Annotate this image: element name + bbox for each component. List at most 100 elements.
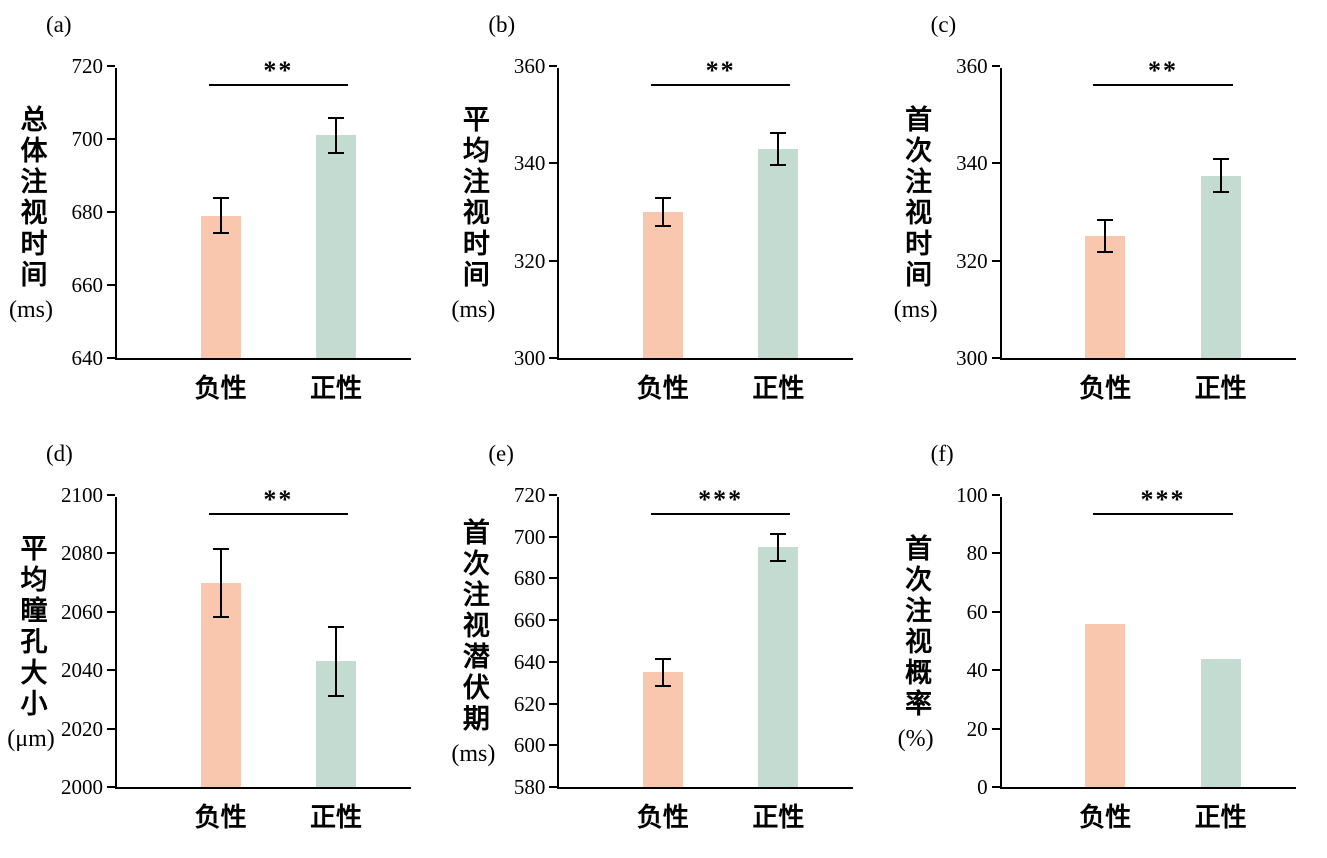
y-tick-label: 320 bbox=[956, 248, 988, 273]
y-tick-label: 2040 bbox=[61, 658, 103, 683]
y-tick-mark bbox=[549, 619, 558, 622]
significance-marker: ** bbox=[263, 485, 294, 514]
y-axis-label-text: 首次注视潜伏期 bbox=[458, 518, 489, 735]
error-bar-line bbox=[661, 197, 664, 227]
error-bar-cap-top bbox=[770, 532, 787, 535]
error-bar-negative bbox=[1097, 219, 1114, 254]
error-bar-line bbox=[335, 117, 338, 154]
y-tick-mark bbox=[991, 786, 1000, 788]
error-bar-line bbox=[777, 131, 780, 166]
y-tick-mark bbox=[549, 535, 558, 538]
category-label-positive: 正性 bbox=[310, 802, 363, 832]
bar-positive bbox=[758, 547, 799, 787]
significance-line bbox=[1093, 84, 1233, 86]
y-axis-label: 首次注视概率 (%) bbox=[887, 497, 945, 789]
panel-label: (d) bbox=[46, 441, 73, 466]
y-tick-mark bbox=[549, 786, 558, 788]
y-tick-label: 2060 bbox=[61, 599, 103, 624]
y-tick-mark bbox=[107, 786, 115, 788]
error-bar-cap-bottom bbox=[1212, 190, 1229, 193]
chart-panel-d: (d) 平均瞳孔大小 (μm) 2000 2020 2040 2060 2080 2100 负性 正… bbox=[0, 429, 442, 858]
y-tick-mark bbox=[991, 494, 1000, 496]
y-tick-label: 300 bbox=[956, 346, 988, 370]
y-tick-mark bbox=[107, 284, 115, 286]
y-tick-label: 680 bbox=[513, 566, 546, 591]
y-axis-label: 平均注视时间 (ms) bbox=[444, 68, 502, 360]
y-tick-label: 720 bbox=[71, 54, 104, 78]
y-tick-mark bbox=[107, 610, 115, 613]
panel-label: (a) bbox=[46, 12, 72, 37]
bar-negative bbox=[642, 212, 683, 358]
bar-positive bbox=[758, 148, 799, 358]
plot-area: 300 320 340 360 负性 正性 ** bbox=[514, 55, 854, 403]
y-tick-mark bbox=[991, 727, 1000, 730]
y-tick-label: 60 bbox=[966, 599, 988, 624]
y-tick-label: 2080 bbox=[61, 541, 103, 566]
error-bar-positive bbox=[328, 117, 345, 154]
chart-panel-b: (b) 平均注视时间 (ms) 300 320 340 360 负性 正性 ** bbox=[442, 0, 884, 429]
y-tick-label: 660 bbox=[71, 273, 104, 297]
error-bar-line bbox=[661, 657, 664, 687]
bar-negative bbox=[642, 672, 683, 787]
y-axis-unit: (%) bbox=[897, 725, 934, 752]
error-bar-cap-bottom bbox=[1097, 251, 1114, 254]
y-tick-label: 340 bbox=[513, 151, 546, 176]
bar-negative bbox=[200, 215, 241, 358]
y-tick-label: 580 bbox=[513, 775, 546, 799]
error-bar-positive bbox=[328, 626, 345, 697]
chart-panel-a: (a) 总体注视时间 (ms) 640 660 680 700 720 负性 正性 ** bbox=[0, 0, 442, 429]
y-axis-label: 总体注视时间 (ms) bbox=[2, 68, 60, 360]
y-tick-mark bbox=[991, 669, 1000, 672]
y-tick-mark bbox=[991, 357, 1000, 359]
y-tick-mark bbox=[549, 357, 558, 359]
y-axis-unit: (ms) bbox=[451, 741, 496, 767]
y-tick-label: 640 bbox=[71, 346, 104, 370]
y-tick-mark bbox=[107, 552, 115, 555]
bar-negative bbox=[1085, 623, 1126, 787]
bar-negative bbox=[1085, 236, 1126, 358]
category-label-positive: 正性 bbox=[1194, 802, 1247, 832]
y-axis-label-text: 首次注视概率 bbox=[901, 533, 932, 720]
error-bar-negative bbox=[212, 197, 229, 234]
error-bar-line bbox=[219, 197, 222, 234]
chart-panel-c: (c) 首次注视时间 (ms) 300 320 340 360 负性 正性 ** bbox=[885, 0, 1327, 429]
y-tick-mark bbox=[549, 162, 558, 165]
chart-panel-f: (f) 首次注视概率 (%) 0 20 40 60 80 100 负性 正性 *** bbox=[885, 429, 1327, 858]
y-tick-mark bbox=[107, 669, 115, 672]
y-axis-label: 首次注视潜伏期 (ms) bbox=[444, 497, 502, 789]
y-tick-label: 2100 bbox=[61, 483, 103, 507]
significance-marker: ** bbox=[705, 56, 736, 85]
y-axis-label: 平均瞳孔大小 (μm) bbox=[2, 497, 60, 789]
y-tick-label: 600 bbox=[513, 733, 546, 758]
significance-line bbox=[1093, 513, 1233, 515]
error-bar-negative bbox=[212, 547, 229, 618]
y-tick-mark bbox=[549, 702, 558, 705]
error-bar-cap-bottom bbox=[328, 151, 345, 154]
error-bar-cap-bottom bbox=[212, 615, 229, 618]
category-label-positive: 正性 bbox=[310, 373, 363, 403]
significance-marker: ** bbox=[1147, 56, 1178, 85]
y-tick-mark bbox=[991, 610, 1000, 613]
bar-positive bbox=[1200, 175, 1241, 358]
y-axis-label: 首次注视时间 (ms) bbox=[887, 68, 945, 360]
plot-area: 640 660 680 700 720 负性 正性 ** bbox=[72, 55, 411, 403]
y-tick-label: 680 bbox=[71, 200, 104, 224]
bar-positive bbox=[316, 135, 357, 358]
category-label-negative: 负性 bbox=[194, 802, 247, 832]
significance-marker: *** bbox=[1140, 485, 1186, 514]
error-bar-cap-bottom bbox=[770, 163, 787, 166]
y-tick-mark bbox=[549, 744, 558, 747]
category-label-positive: 正性 bbox=[752, 373, 805, 403]
y-tick-mark bbox=[107, 138, 115, 140]
category-label-negative: 负性 bbox=[194, 373, 247, 403]
error-bar-cap-bottom bbox=[654, 684, 671, 687]
category-label-positive: 正性 bbox=[1194, 373, 1247, 403]
y-axis-label-text: 平均瞳孔大小 bbox=[16, 533, 47, 720]
y-tick-label: 320 bbox=[513, 248, 546, 273]
error-bar-cap-top bbox=[1097, 219, 1114, 222]
panel-label: (c) bbox=[930, 12, 957, 37]
y-tick-label: 360 bbox=[513, 54, 546, 78]
error-bar-negative bbox=[654, 197, 671, 227]
significance-line bbox=[650, 513, 791, 515]
